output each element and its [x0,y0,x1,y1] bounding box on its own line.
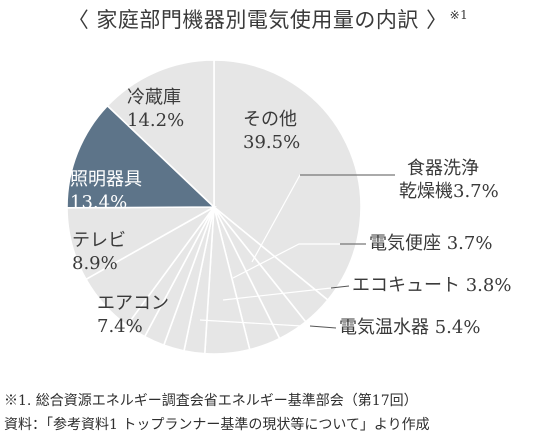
label-lighting-name: 照明器具 [70,169,142,190]
label-other-pct: 39.5% [243,132,301,154]
label-dishwasher-line1: 食器洗浄 [407,158,479,179]
footnote-line1: ※1. 総合資源エネルギー調査会省エネルギー基準部会（第17回） [4,393,418,409]
label-dishwasher: 食器洗浄 乾燥機3.7% [399,157,499,204]
label-fridge-name: 冷蔵庫 [127,87,181,108]
label-dishwasher-line2: 乾燥機3.7% [399,181,499,203]
leader-ecocute [222,285,350,301]
label-lighting-pct: 13.4% [70,192,128,214]
label-fridge-pct: 14.2% [127,110,185,132]
leader-ecocute-outer [330,285,350,289]
label-tv-name: テレビ [72,230,126,251]
leader-lines [199,174,395,329]
label-other: その他 39.5% [243,108,300,155]
pie-slices [66,59,362,355]
label-other-name: その他 [243,109,297,130]
label-aircon: エアコン 7.4% [97,292,169,339]
pie-slice-13 [106,59,215,209]
label-fridge: 冷蔵庫 14.2% [127,86,184,133]
label-toilet-seat: 電気便座 3.7% [369,233,493,254]
label-aircon-name: エアコン [97,293,169,314]
label-aircon-pct: 7.4% [97,316,143,338]
title-footnote-mark: ※1 [449,8,469,22]
label-tv: テレビ 8.9% [72,229,126,276]
footnote-line2: 資料：「参考資料1 トップランナー基準の現状等について」より作成 [4,417,430,433]
label-tv-pct: 8.9% [72,253,118,275]
label-lighting: 照明器具 13.4% [70,168,142,215]
chart-title-text: 〈 家庭部門機器別電気使用量の内訳 〉 [67,8,448,32]
label-water-heater: 電気温水器 5.4% [339,317,481,338]
pie-slice-12 [66,104,216,209]
leader-water-heater-outer [309,325,337,329]
label-ecocute: エコキュート 3.8% [352,275,512,296]
pie-slice-1 [213,59,362,302]
chart-title: 〈 家庭部門機器別電気使用量の内訳 〉 ※1 [0,4,536,34]
